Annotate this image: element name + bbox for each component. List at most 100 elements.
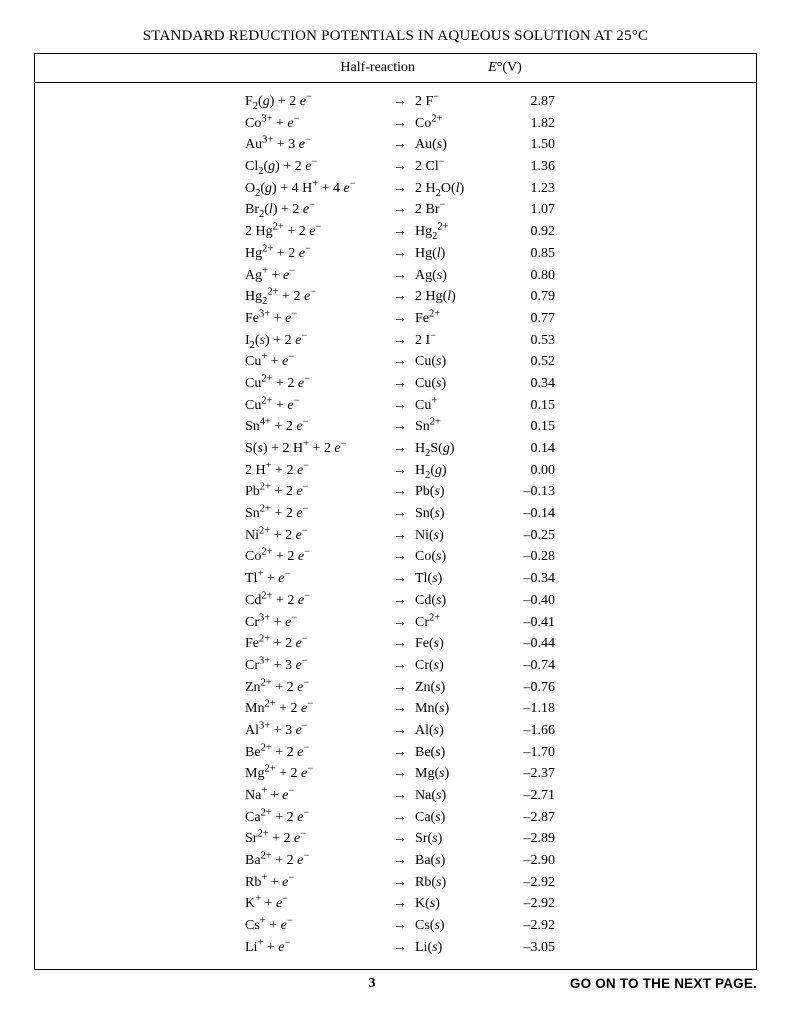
arrow-icon: → (385, 872, 415, 894)
product-cell: Fe(s) (415, 633, 495, 655)
arrow-icon: → (385, 113, 415, 135)
product-cell: Li(s) (415, 937, 495, 959)
potential-cell: 1.23 (495, 178, 559, 200)
arrow-icon: → (385, 416, 415, 438)
product-cell: Be(s) (415, 742, 495, 764)
table-container: Half-reaction E°(V) F2(g) + 2 e−→2 F−2.8… (34, 53, 757, 970)
table-row: Ag+ + e−→Ag(s)0.80 (35, 265, 756, 287)
table-row: S(s) + 2 H+ + 2 e−→H2S(g)0.14 (35, 438, 756, 460)
reactant-cell: Fe3+ + e− (35, 308, 385, 330)
potential-cell: –2.87 (495, 807, 559, 829)
reactant-cell: Cu+ + e− (35, 351, 385, 373)
potential-cell: –0.34 (495, 568, 559, 590)
arrow-icon: → (385, 178, 415, 200)
page-number: 3 (174, 976, 570, 992)
table-row: Cu+ + e−→Cu(s)0.52 (35, 351, 756, 373)
reactant-cell: Ni2+ + 2 e− (35, 525, 385, 547)
arrow-icon: → (385, 568, 415, 590)
table-row: Sr2+ + 2 e−→Sr(s)–2.89 (35, 828, 756, 850)
potential-cell: –0.25 (495, 525, 559, 547)
product-cell: Hg(l) (415, 243, 495, 265)
arrow-icon: → (385, 807, 415, 829)
table-row: Mn2+ + 2 e−→Mn(s)–1.18 (35, 698, 756, 720)
table-row: Cd2+ + 2 e−→Cd(s)–0.40 (35, 590, 756, 612)
product-cell: Tl(s) (415, 568, 495, 590)
table-row: F2(g) + 2 e−→2 F−2.87 (35, 91, 756, 113)
reactant-cell: Ag+ + e− (35, 265, 385, 287)
table-row: Hg22+ + 2 e−→2 Hg(l)0.79 (35, 286, 756, 308)
potential-cell: 0.79 (495, 286, 559, 308)
reactant-cell: Hg22+ + 2 e− (35, 286, 385, 308)
reactant-cell: S(s) + 2 H+ + 2 e− (35, 438, 385, 460)
arrow-icon: → (385, 460, 415, 482)
product-cell: Zn(s) (415, 677, 495, 699)
reactant-cell: Ca2+ + 2 e− (35, 807, 385, 829)
product-cell: 2 H2O(l) (415, 178, 495, 200)
potential-cell: 0.34 (495, 373, 559, 395)
reactant-cell: Rb+ + e− (35, 872, 385, 894)
table-row: Zn2+ + 2 e−→Zn(s)–0.76 (35, 677, 756, 699)
potential-cell: –1.18 (495, 698, 559, 720)
arrow-icon: → (385, 590, 415, 612)
potential-cell: 0.15 (495, 395, 559, 417)
reactant-cell: Cr3+ + e− (35, 612, 385, 634)
arrow-icon: → (385, 373, 415, 395)
reactant-cell: Mn2+ + 2 e− (35, 698, 385, 720)
arrow-icon: → (385, 134, 415, 156)
arrow-icon: → (385, 633, 415, 655)
arrow-icon: → (385, 395, 415, 417)
reactant-cell: Cs+ + e− (35, 915, 385, 937)
product-cell: 2 Hg(l) (415, 286, 495, 308)
table-row: Co2+ + 2 e−→Co(s)–0.28 (35, 546, 756, 568)
arrow-icon: → (385, 525, 415, 547)
product-cell: Rb(s) (415, 872, 495, 894)
table-row: Mg2+ + 2 e−→Mg(s)–2.37 (35, 763, 756, 785)
header-reaction: Half-reaction (35, 60, 435, 76)
arrow-icon: → (385, 677, 415, 699)
reactant-cell: Na+ + e− (35, 785, 385, 807)
product-cell: Cs(s) (415, 915, 495, 937)
table-row: Be2+ + 2 e−→Be(s)–1.70 (35, 742, 756, 764)
reactant-cell: K+ + e− (35, 893, 385, 915)
potential-cell: 0.00 (495, 460, 559, 482)
product-cell: H2S(g) (415, 438, 495, 460)
product-cell: Sr(s) (415, 828, 495, 850)
product-cell: Cu+ (415, 395, 495, 417)
potential-cell: 0.92 (495, 221, 559, 243)
potential-cell: –0.28 (495, 546, 559, 568)
reactant-cell: Zn2+ + 2 e− (35, 677, 385, 699)
arrow-icon: → (385, 351, 415, 373)
table-row: I2(s) + 2 e−→2 I−0.53 (35, 330, 756, 352)
product-cell: Al(s) (415, 720, 495, 742)
arrow-icon: → (385, 828, 415, 850)
arrow-icon: → (385, 612, 415, 634)
reactant-cell: Cl2(g) + 2 e− (35, 156, 385, 178)
potential-cell: –2.90 (495, 850, 559, 872)
table-row: 2 Hg2+ + 2 e−→Hg22+0.92 (35, 221, 756, 243)
arrow-icon: → (385, 546, 415, 568)
product-cell: Au(s) (415, 134, 495, 156)
potential-cell: –0.74 (495, 655, 559, 677)
arrow-icon: → (385, 742, 415, 764)
go-on-text: GO ON TO THE NEXT PAGE. (570, 976, 757, 991)
product-cell: 2 Br− (415, 199, 495, 221)
table-row: Ca2+ + 2 e−→Ca(s)–2.87 (35, 807, 756, 829)
product-cell: Na(s) (415, 785, 495, 807)
reactant-cell: Tl+ + e− (35, 568, 385, 590)
arrow-icon: → (385, 199, 415, 221)
table-body: F2(g) + 2 e−→2 F−2.87Co3+ + e−→Co2+1.82A… (35, 83, 756, 969)
product-cell: 2 F− (415, 91, 495, 113)
reactant-cell: Au3+ + 3 e− (35, 134, 385, 156)
table-row: Na+ + e−→Na(s)–2.71 (35, 785, 756, 807)
arrow-icon: → (385, 937, 415, 959)
arrow-icon: → (385, 915, 415, 937)
product-cell: Pb(s) (415, 481, 495, 503)
potential-cell: 0.15 (495, 416, 559, 438)
arrow-icon: → (385, 438, 415, 460)
reactant-cell: Br2(l) + 2 e− (35, 199, 385, 221)
arrow-icon: → (385, 265, 415, 287)
potential-cell: –0.41 (495, 612, 559, 634)
arrow-icon: → (385, 91, 415, 113)
arrow-icon: → (385, 763, 415, 785)
arrow-icon: → (385, 893, 415, 915)
